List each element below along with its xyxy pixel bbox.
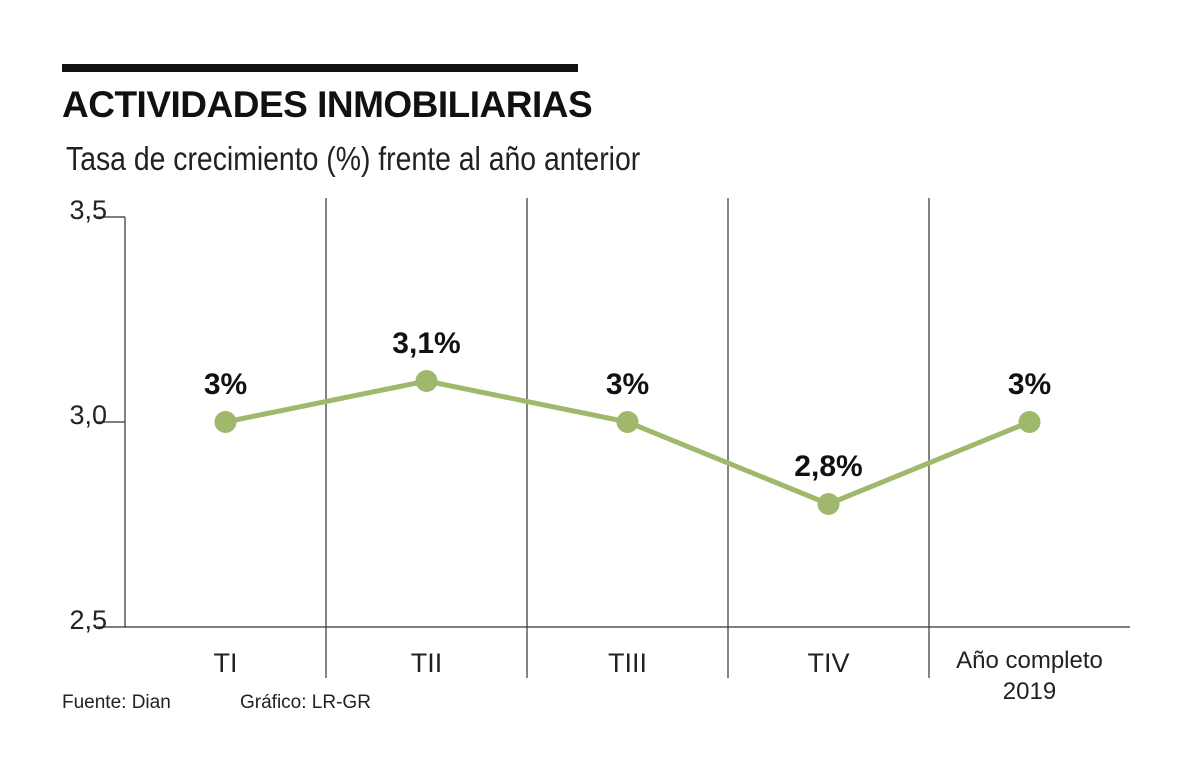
graphic-credit: Gráfico: LR-GR (240, 692, 371, 713)
series-layer (214, 370, 1041, 515)
x-tick-label: TI (214, 648, 238, 678)
data-point (214, 411, 237, 433)
x-tick-label: Año completo 2019 (956, 647, 1103, 705)
data-label: 3,1% (392, 327, 460, 360)
data-label: 2,8% (794, 450, 862, 483)
axis-layer: 2,5 3,0 3,5 (69, 195, 1130, 635)
data-label: 3% (1008, 368, 1051, 401)
data-label: 3% (204, 368, 247, 401)
x-tick-label: TIII (608, 648, 647, 678)
x-tick-label: TIV (807, 648, 849, 678)
top-rule (62, 64, 578, 72)
data-point (616, 411, 639, 433)
label-layer: TI TII TIII TIV Año completo 2019 3% 3,1% 3% 2,8%… (204, 327, 1103, 705)
y-tick-label: 3,5 (69, 195, 107, 225)
data-point (817, 493, 840, 515)
y-tick-label: 3,0 (69, 400, 107, 430)
y-tick-label: 2,5 (69, 605, 107, 635)
source-note: Fuente: Dian (62, 692, 171, 713)
x-tick-label: TII (411, 648, 443, 678)
data-point (415, 370, 438, 392)
chart-title: ACTIVIDADES INMOBILIARIAS (62, 84, 593, 125)
data-label: 3% (606, 368, 649, 401)
grid-layer (325, 198, 930, 678)
data-point (1018, 411, 1041, 433)
chart-subtitle: Tasa de crecimiento (%) frente al año an… (66, 140, 641, 177)
